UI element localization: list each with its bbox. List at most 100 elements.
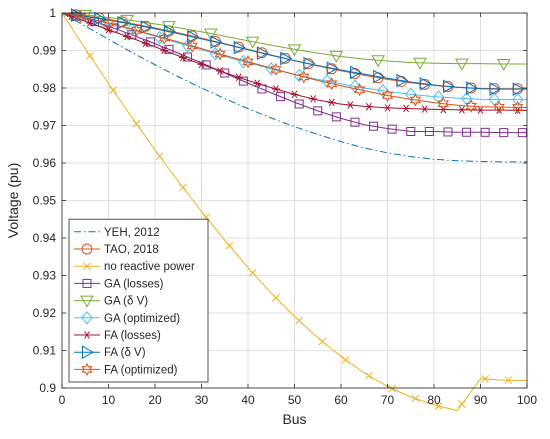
series-point (74, 10, 87, 24)
legend-marker (81, 362, 93, 376)
series-point (443, 127, 453, 137)
legend-marker (80, 295, 94, 308)
series-point (466, 81, 479, 96)
series-point (458, 400, 466, 408)
series-point (318, 337, 327, 346)
series-point (117, 15, 130, 30)
series-point (280, 51, 293, 66)
series-point (325, 77, 338, 91)
series-point (353, 83, 366, 97)
series-point (203, 28, 218, 41)
series-point (365, 371, 373, 380)
series-point (476, 106, 485, 114)
series-point (130, 23, 143, 37)
series-point (402, 104, 411, 113)
legend-label: YEH, 2012 (104, 227, 160, 239)
y-tick-label: 0.92 (33, 306, 57, 320)
x-axis-label: Bus (282, 411, 306, 427)
x-tick-label: 80 (427, 393, 441, 407)
series-point (309, 95, 318, 103)
series-point (411, 394, 420, 403)
legend-label: FA (optimized) (104, 364, 178, 376)
series-point (369, 121, 379, 131)
axis-ticks: 0 10 20 30 40 50 60 70 80 90 100 0.9 0.91 0.92 0.93 0.9… (33, 6, 538, 407)
legend-entry: FA (losses) (74, 330, 161, 342)
series-point (303, 56, 316, 71)
series-4 (61, 11, 527, 138)
series-point (419, 76, 432, 91)
series-point (256, 46, 269, 60)
series-3 (61, 12, 528, 412)
series-point (276, 92, 286, 102)
series-point (85, 19, 94, 27)
series-point (210, 35, 223, 49)
series-point (517, 128, 527, 138)
legend-marker (82, 278, 92, 288)
series-8 (61, 8, 527, 96)
series-point (437, 97, 450, 111)
series-point (377, 83, 389, 98)
series-point (434, 402, 443, 410)
series-point (349, 65, 362, 80)
series-point (178, 53, 187, 62)
series-point (234, 73, 243, 82)
y-tick-label: 0.99 (33, 44, 57, 58)
series-point (424, 127, 434, 136)
legend-marker (81, 243, 93, 255)
series-point (329, 50, 344, 63)
series-point (326, 61, 339, 76)
y-tick-label: 0.94 (33, 231, 57, 245)
series-point (253, 79, 262, 88)
series-point (388, 384, 397, 393)
series-point (381, 88, 394, 103)
series-line (61, 12, 527, 65)
series-point (387, 124, 397, 134)
legend: YEH, 2012 TAO, 2018 no reactive power GA (l… (68, 218, 209, 383)
series-point (272, 293, 280, 302)
series-point (350, 117, 360, 127)
series-point (290, 90, 299, 99)
series-point (132, 119, 141, 128)
series-point (511, 100, 524, 114)
x-tick-label: 50 (288, 393, 302, 407)
series-point (512, 92, 524, 107)
x-tick-label: 20 (148, 393, 162, 407)
x-tick-label: 10 (102, 393, 116, 407)
x-tick-label: 40 (241, 393, 255, 407)
x-tick-label: 60 (334, 393, 348, 407)
y-tick-label: 0.96 (33, 156, 57, 170)
series-point (504, 376, 513, 385)
series-point (140, 20, 153, 34)
legend-label: FA (δ V) (104, 347, 146, 359)
series-point (163, 24, 176, 39)
x-tick-label: 100 (517, 393, 537, 407)
series-point (364, 102, 373, 111)
legend-label: GA (losses) (104, 278, 164, 290)
legend-label: no reactive power (104, 261, 195, 273)
series-point (383, 104, 392, 112)
legend-entry: FA (optimized) (74, 362, 178, 376)
series-line (61, 12, 528, 412)
series-point (155, 152, 164, 161)
series-point (94, 11, 107, 26)
x-tick-label: 0 (59, 393, 66, 407)
series-point (480, 127, 490, 137)
series-point (396, 73, 409, 88)
series-point (331, 112, 341, 122)
series-point (313, 106, 323, 116)
series-point (465, 99, 477, 113)
series-line (61, 12, 527, 163)
series-point (457, 106, 466, 114)
y-tick-label: 0.93 (33, 269, 57, 283)
series-point (141, 39, 150, 48)
series-point (512, 82, 525, 96)
series-point (346, 101, 355, 109)
series-point (104, 26, 113, 34)
y-tick-label: 0.97 (33, 119, 57, 133)
series-point (294, 99, 304, 109)
series-point (489, 82, 502, 96)
series-point (496, 59, 511, 72)
series-point (481, 375, 490, 383)
